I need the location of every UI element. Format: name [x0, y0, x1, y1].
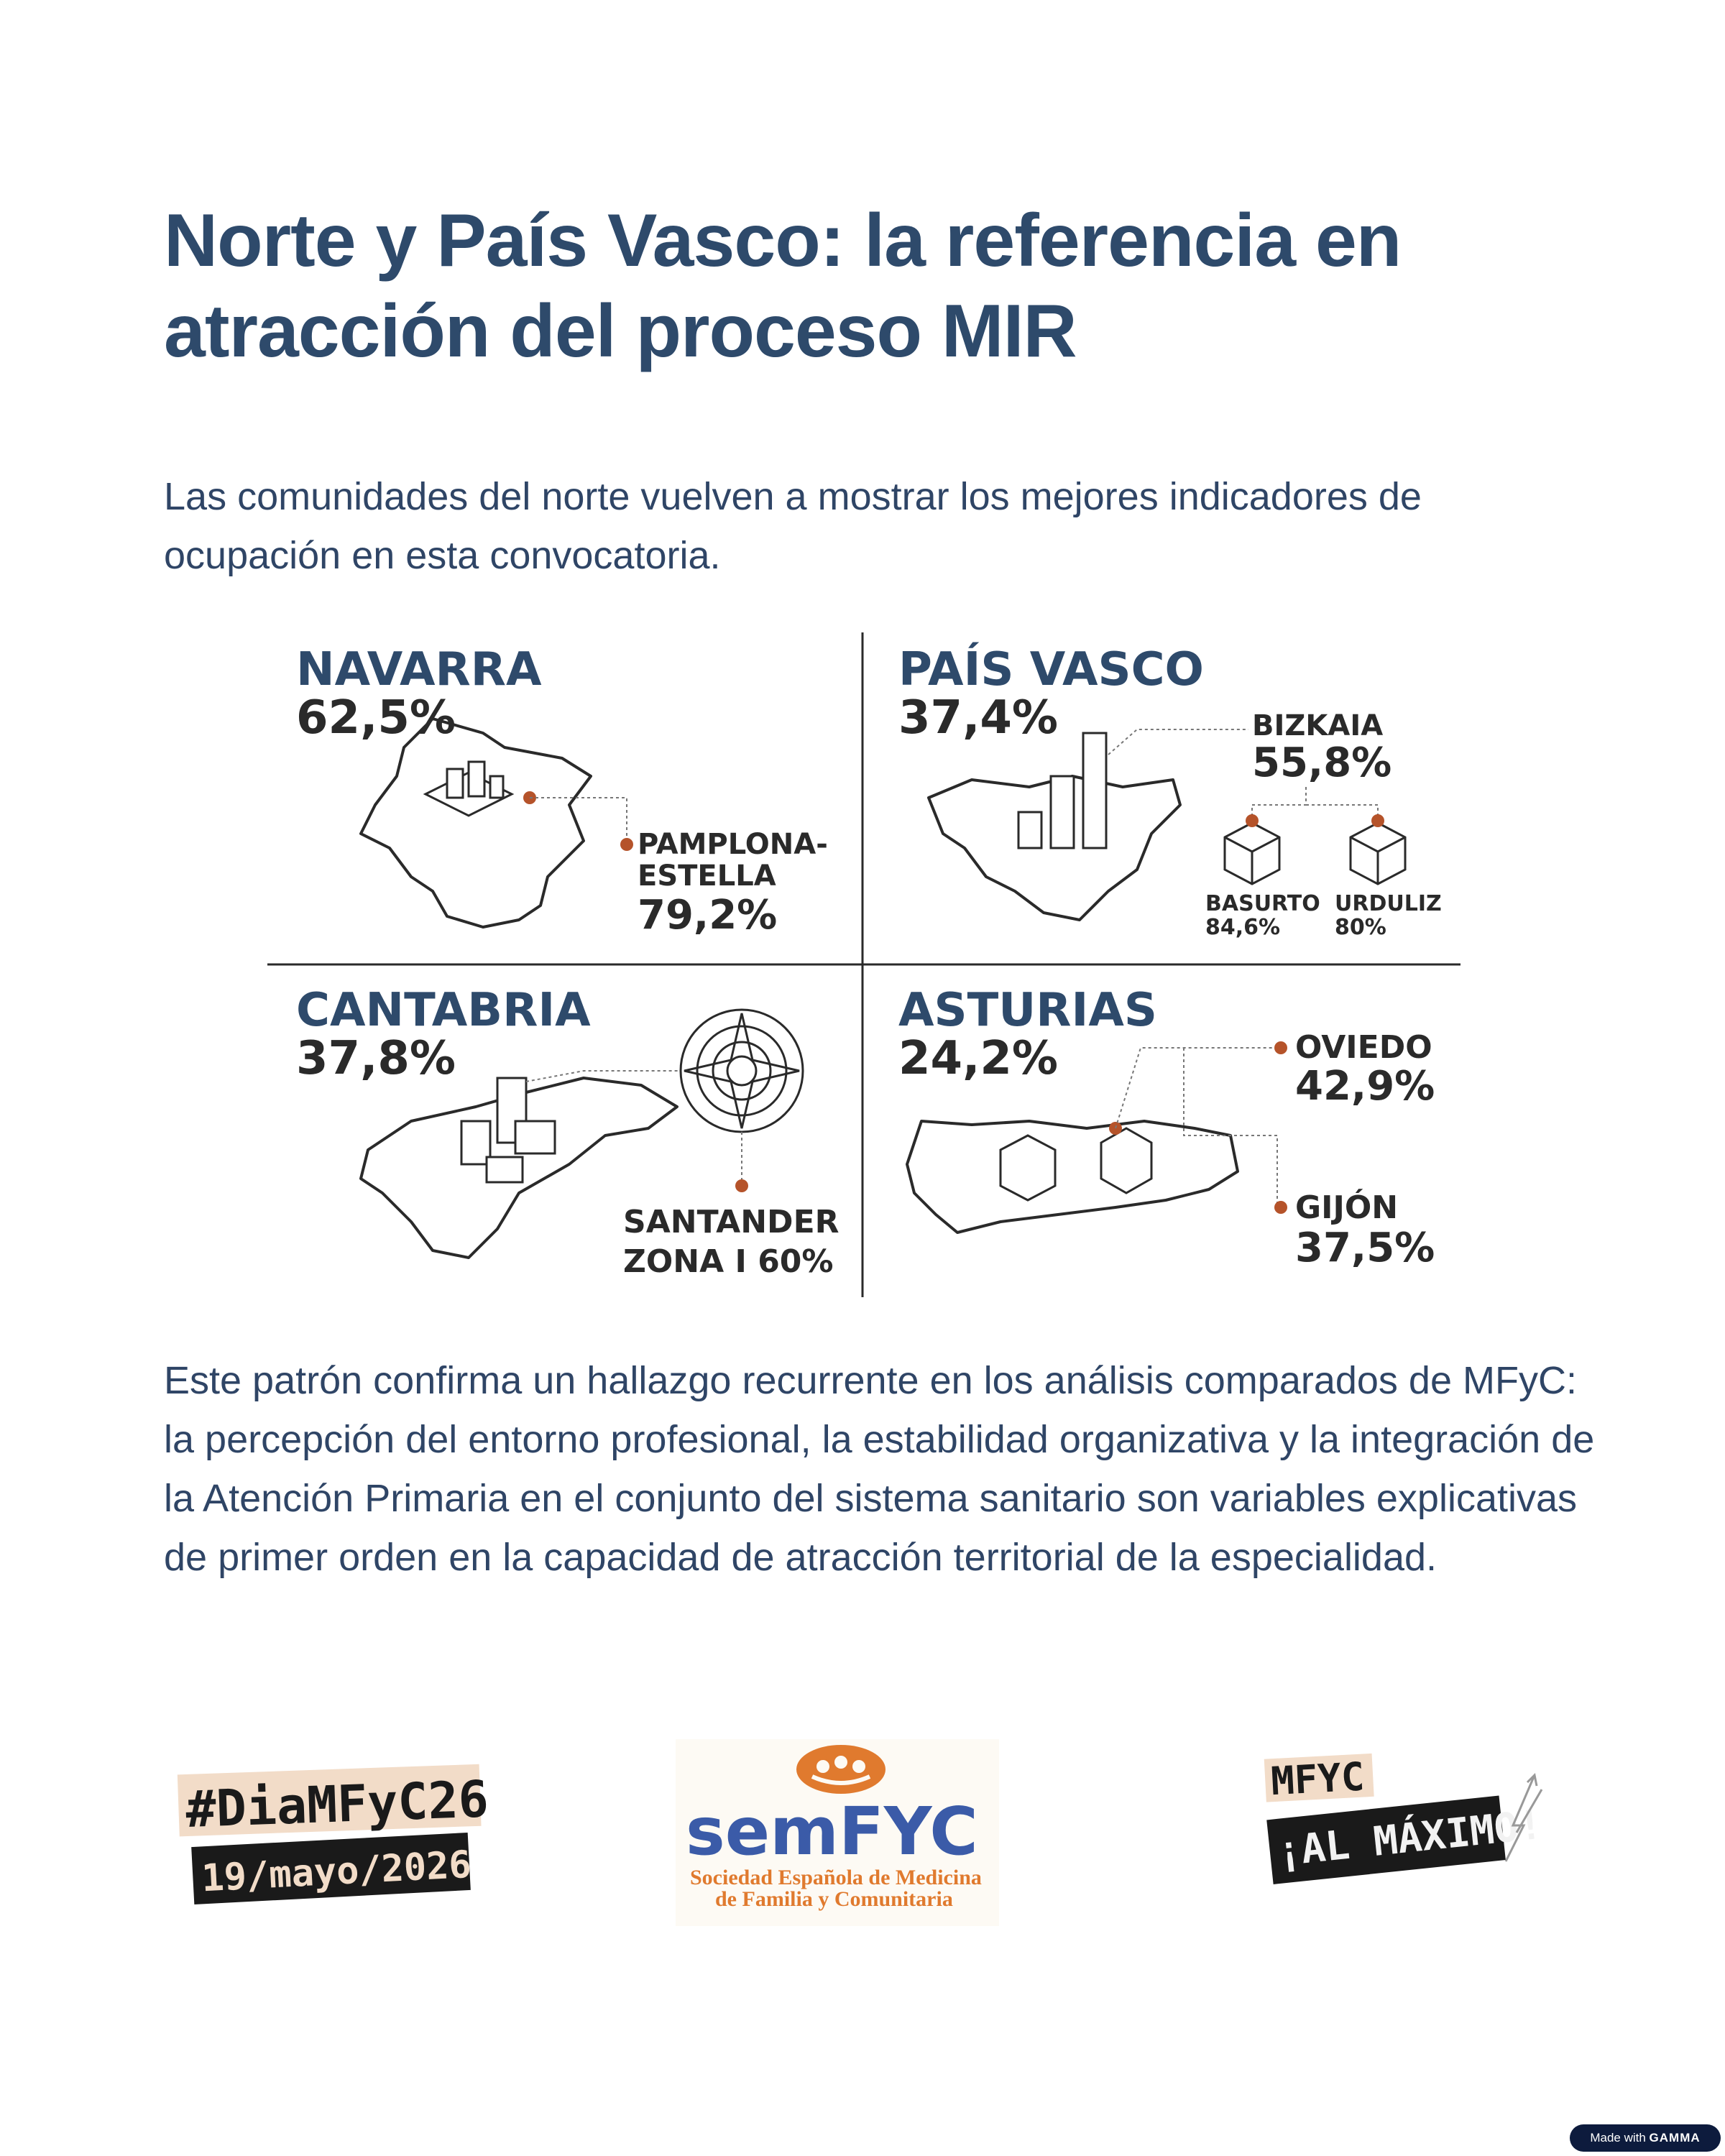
asturias-name: ASTURIAS [898, 984, 1157, 1037]
santander-line1: SANTANDER [623, 1204, 840, 1240]
urduliz-label: URDULIZ [1335, 891, 1442, 916]
pais-vasco-name: PAÍS VASCO [898, 642, 1204, 696]
lightning-arrows-icon [1504, 1772, 1543, 1862]
pamplona-line2: ESTELLA [638, 860, 776, 893]
asturias-houses-icon [999, 1127, 1153, 1202]
dia-mfyc-logo: #DiaMFyC26 19/mayo/2026 [172, 1754, 489, 1912]
cantabria-name: CANTABRIA [296, 984, 591, 1037]
gijon-label: GIJÓN [1295, 1188, 1398, 1226]
dia-hashtag: #DiaMFyC26 [185, 1769, 489, 1839]
semfyc-name: semFYC [686, 1793, 978, 1870]
regional-infographic: NAVARRA 62,5% PAMPLONA- ESTELLA 79,2% PA… [267, 632, 1460, 1301]
basurto-pct: 84,6% [1205, 915, 1280, 940]
cantabria-pct: 37,8% [296, 1032, 456, 1085]
urduliz-cube-icon [1349, 821, 1407, 885]
cantabria-buildings-icon [460, 1077, 556, 1184]
navarra-map [359, 717, 592, 929]
mfyc-al-maximo-logo: MFYC ¡AL MÁXIMO! [1258, 1746, 1560, 1890]
semfyc-logo: semFYC Sociedad Española de Medicina de … [676, 1739, 999, 1926]
urduliz-pct: 80% [1335, 915, 1386, 940]
navarra-pct: 62,5% [296, 691, 456, 745]
pais-vasco-pct: 37,4% [898, 691, 1058, 745]
pamplona-pct: 79,2% [638, 892, 777, 939]
made-with-gamma-badge[interactable]: Made with GAMMA [1570, 2124, 1721, 2152]
navarra-name: NAVARRA [296, 643, 542, 696]
semfyc-line1: Sociedad Española de Medicina [690, 1866, 982, 1889]
semfyc-line2: de Familia y Comunitaria [715, 1887, 953, 1911]
bizkaia-pct: 55,8% [1252, 740, 1392, 786]
maximo-top: MFYC [1270, 1754, 1366, 1804]
oviedo-pct: 42,9% [1295, 1063, 1435, 1110]
page-title: Norte y País Vasco: la referencia en atr… [164, 199, 1402, 373]
semfyc-emblem-icon [796, 1745, 886, 1794]
basurto-label: BASURTO [1205, 891, 1320, 916]
compass-rose-icon [679, 1008, 804, 1133]
gijon-pct: 37,5% [1295, 1225, 1435, 1271]
pamplona-line1: PAMPLONA- [638, 828, 828, 861]
bizkaia-buildings-icon [1017, 732, 1108, 849]
made-with-label: Made with [1590, 2131, 1650, 2145]
intro-paragraph: Las comunidades del norte vuelven a most… [164, 475, 1422, 577]
gamma-brand: GAMMA [1649, 2131, 1701, 2145]
santander-line2: ZONA I 60% [623, 1243, 834, 1280]
asturias-pct: 24,2% [898, 1032, 1058, 1085]
navarra-city-icon [423, 760, 515, 817]
oviedo-label: OVIEDO [1295, 1029, 1432, 1066]
asturias-map [906, 1120, 1239, 1234]
bizkaia-label: BIZKAIA [1252, 709, 1383, 742]
basurto-cube-icon [1223, 821, 1281, 885]
body-paragraph: Este patrón confirma un hallazgo recurre… [164, 1359, 1595, 1579]
